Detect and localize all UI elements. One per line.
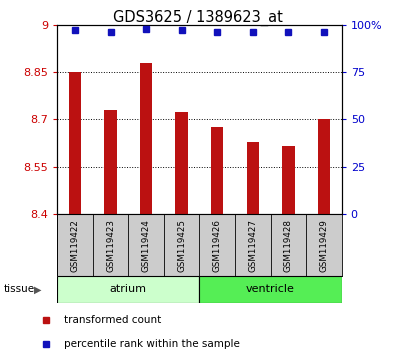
Text: ▶: ▶ (34, 284, 42, 295)
Bar (69, 72, 81, 214)
Bar (57, 276, 199, 303)
Text: GSM119422: GSM119422 (71, 219, 79, 272)
Bar (175, 112, 188, 214)
Bar (104, 110, 117, 214)
Text: GSM119424: GSM119424 (142, 219, 150, 272)
Text: ventricle: ventricle (246, 284, 295, 295)
Text: GSM119425: GSM119425 (177, 219, 186, 272)
Bar (318, 120, 330, 214)
Text: GSM119426: GSM119426 (213, 219, 222, 272)
Bar (246, 142, 259, 214)
Text: GSM119427: GSM119427 (248, 219, 257, 272)
Text: GDS3625 / 1389623_at: GDS3625 / 1389623_at (113, 10, 282, 26)
Bar (211, 127, 224, 214)
Bar (282, 146, 295, 214)
Bar (140, 63, 152, 214)
Text: atrium: atrium (110, 284, 147, 295)
Text: GSM119423: GSM119423 (106, 219, 115, 272)
Bar (199, 276, 342, 303)
Text: GSM119429: GSM119429 (320, 219, 328, 272)
Text: tissue: tissue (4, 284, 35, 295)
Text: GSM119428: GSM119428 (284, 219, 293, 272)
Text: transformed count: transformed count (64, 315, 161, 325)
Text: percentile rank within the sample: percentile rank within the sample (64, 339, 240, 349)
